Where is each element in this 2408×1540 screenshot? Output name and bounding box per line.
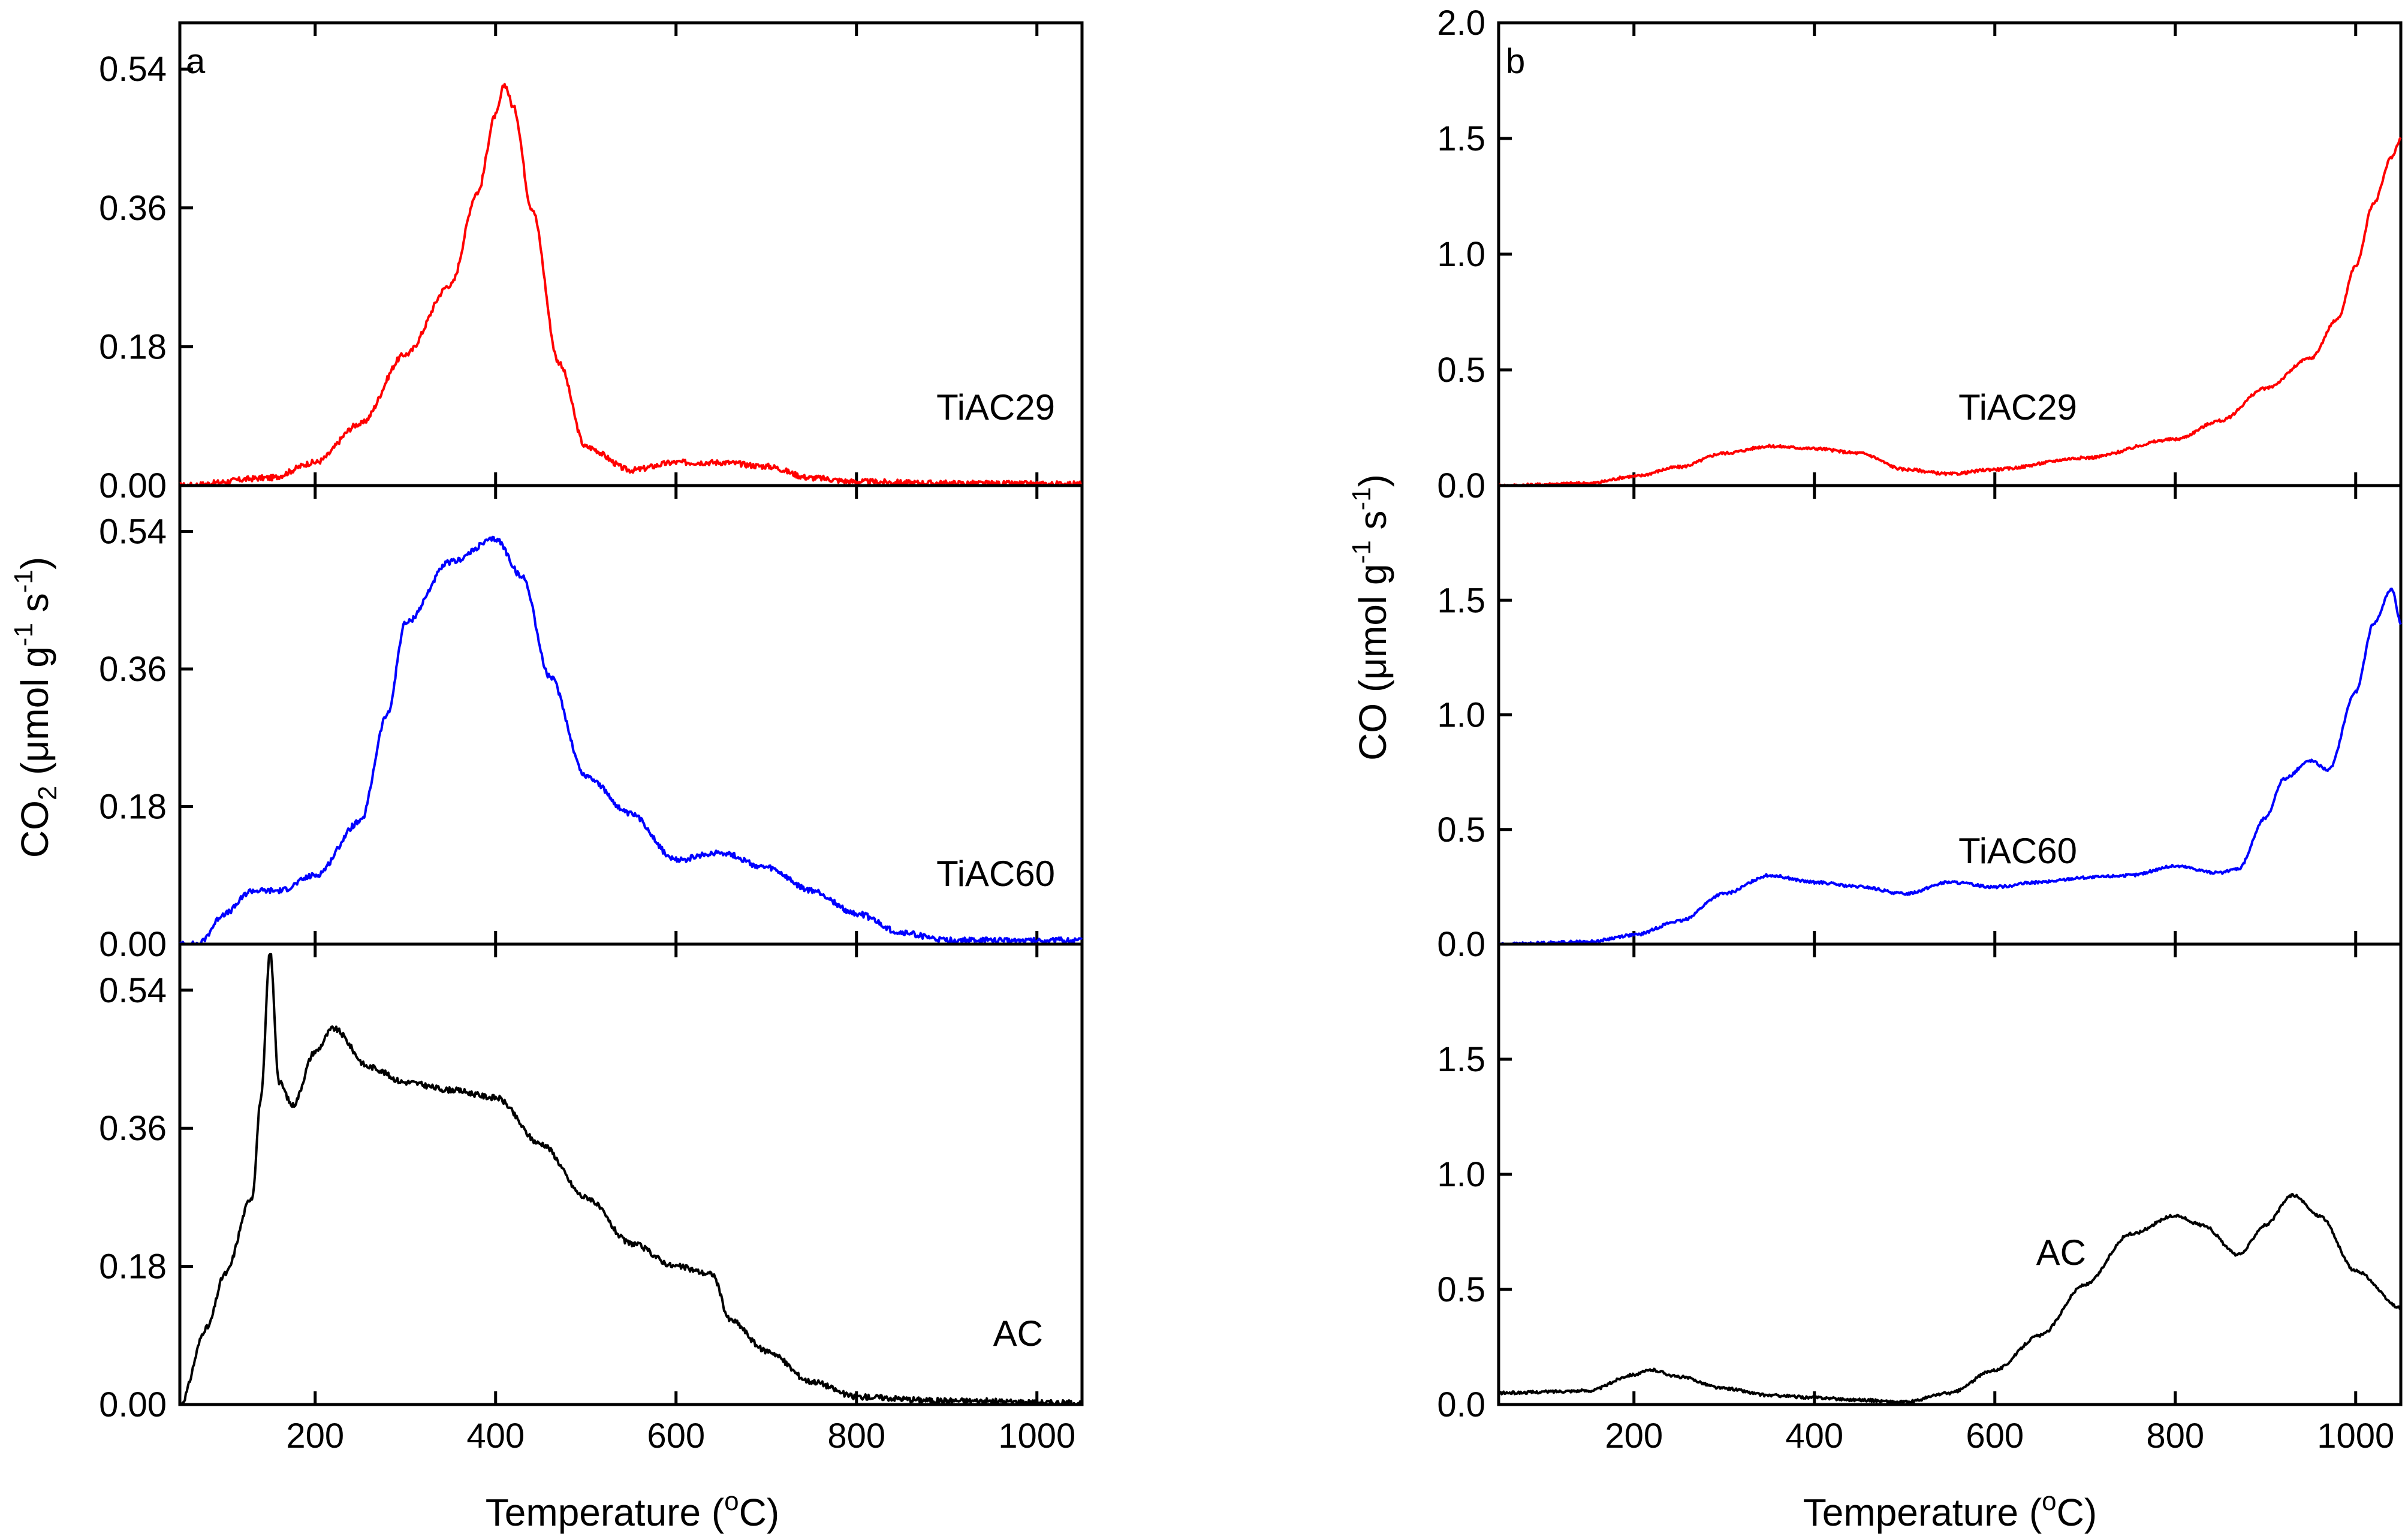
y-tick-label: 0.0: [1437, 925, 1485, 964]
y-tick-label: 1.5: [1437, 581, 1485, 620]
y-tick-label: 0.54: [99, 50, 167, 89]
series-label-b-tiac60: TiAC60: [1958, 831, 2077, 871]
y-tick-label: 0.00: [99, 1385, 167, 1424]
series-label-b-ac: AC: [2036, 1232, 2086, 1273]
panel-b-y-axis-title: CO (μmol g-1 s-1): [1347, 474, 1394, 761]
panel-b-subplot-tiac60: 0.0 0.5 1.0 1.5 TiAC60: [1437, 484, 2403, 964]
series-line-b-tiac29: [1497, 137, 2402, 487]
x-tick-label: 800: [827, 1417, 885, 1455]
y-tick-label: 1.0: [1437, 235, 1485, 274]
panel-b: 0.00.51.01.52.0TiAC290.00.51.01.5TiAC600…: [1437, 4, 2403, 1455]
y-tick-label: 0.18: [99, 1247, 167, 1286]
y-tick-label: 0.36: [99, 650, 167, 689]
plot-frame: [178, 942, 1084, 1406]
panel-a-subplot-ac: 0.00 0.18 0.36 0.54 AC: [99, 942, 1084, 1424]
panel-b-x-axis-title: Temperature (oC): [1803, 1487, 2097, 1534]
y-tick-label: 0.18: [99, 327, 167, 366]
series-label-a-tiac60: TiAC60: [936, 854, 1055, 894]
series-label-a-ac: AC: [993, 1313, 1043, 1354]
y-tick-label: 1.5: [1437, 1040, 1485, 1079]
x-tick-label: 600: [1966, 1417, 2024, 1455]
y-tick-label: 0.0: [1437, 466, 1485, 505]
y-tick-label: 1.5: [1437, 119, 1485, 158]
x-tick-label: 400: [466, 1417, 525, 1455]
panel-a-x-axis-title: Temperature (oC): [486, 1487, 779, 1534]
panel-a: 0.00 0.18 0.36 0.54 TiAC29 0.00 0.18 0.36 0.54 Ti…: [99, 21, 1084, 1455]
y-tick-label: 2.0: [1437, 4, 1485, 43]
y-tick-label: 0.54: [99, 971, 167, 1010]
y-tick-label: 1.0: [1437, 696, 1485, 735]
series-line-a-ac: [179, 953, 1083, 1406]
panel-b-subplot-ac: 0.0 0.5 1.0 1.5 AC: [1437, 942, 2403, 1424]
series-label-a-tiac29: TiAC29: [936, 387, 1055, 427]
panel-b-letter: b: [1506, 42, 1525, 81]
y-tick-label: 0.18: [99, 788, 167, 827]
series-line-b-ac: [1498, 1193, 2401, 1405]
y-tick-label: 0.00: [99, 466, 167, 505]
panel-a-letter: a: [186, 42, 206, 81]
y-tick-label: 0.36: [99, 189, 167, 228]
y-tick-label: 0.0: [1437, 1385, 1485, 1424]
series-label-b-tiac29: TiAC29: [1958, 387, 2077, 427]
x-tick-label: 200: [286, 1417, 344, 1455]
series-line-a-tiac60: [179, 535, 1083, 945]
y-tick-label: 0.00: [99, 925, 167, 964]
x-tick-label: 400: [1785, 1417, 1843, 1455]
y-tick-label: 0.5: [1437, 1270, 1485, 1309]
x-tick-label: 600: [647, 1417, 705, 1455]
y-tick-label: 0.54: [99, 513, 167, 551]
y-tick-label: 0.5: [1437, 810, 1485, 849]
x-tick-label: 1000: [998, 1417, 1075, 1455]
y-tick-label: 1.0: [1437, 1155, 1485, 1194]
panel-a-y-axis-title: CO2 (μmol g-1 s-1): [9, 557, 62, 858]
x-tick-label: 800: [2146, 1417, 2204, 1455]
y-tick-label: 0.5: [1437, 351, 1485, 390]
series-line-b-tiac60: [1498, 587, 2402, 945]
y-tick-label: 0.36: [99, 1109, 167, 1148]
x-tick-label: 1000: [2317, 1417, 2394, 1455]
x-tick-label: 200: [1605, 1417, 1663, 1455]
panel-b-subplot-tiac29: 0.0 0.5 1.0 1.5 2.0 TiAC29: [1437, 4, 2403, 505]
series-line-a-tiac29: [179, 83, 1083, 487]
